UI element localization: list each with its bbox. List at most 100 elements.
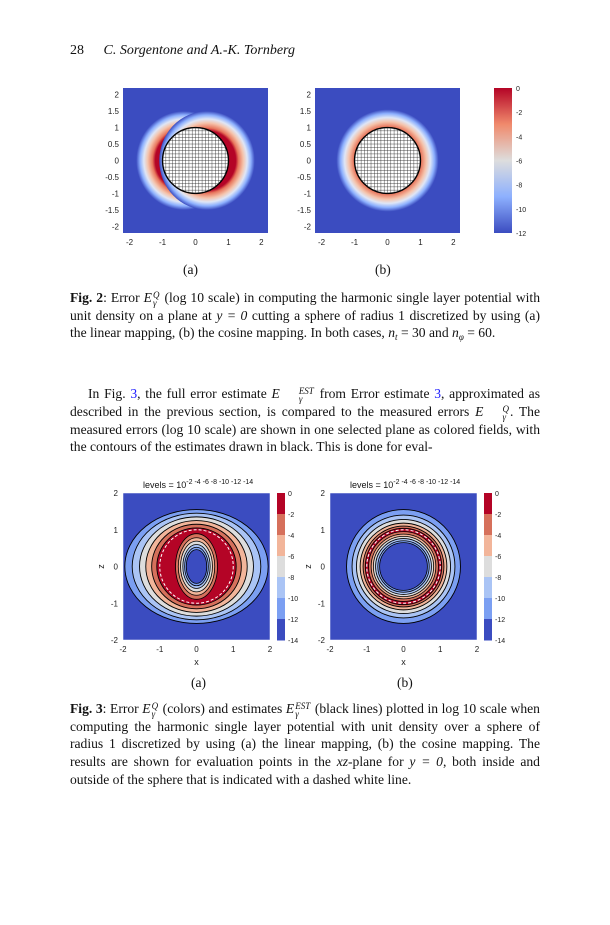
colorbar-tick-label: -12 <box>495 617 505 624</box>
colorbar-tick-label: -10 <box>288 596 298 603</box>
x-tick-label: 2 <box>451 238 456 247</box>
caption-text: = 60. <box>463 325 496 341</box>
colorbar-segment <box>484 619 492 641</box>
math-sub: γ <box>152 297 157 308</box>
error-field <box>346 509 461 624</box>
colorbar-segment <box>484 535 492 557</box>
y-tick-label: -1 <box>112 189 120 198</box>
x-tick-label: -1 <box>159 238 167 247</box>
math-sub: t <box>395 332 398 343</box>
x-tick-label: -2 <box>326 645 334 654</box>
x-tick-label: -2 <box>318 238 326 247</box>
colorbar-tick-label: -6 <box>516 159 522 166</box>
math-sub: γ <box>298 393 303 404</box>
colorbar-segment <box>277 535 285 557</box>
x-tick-label: -2 <box>119 645 127 654</box>
colorbar-tick-label: -2 <box>288 512 294 519</box>
math-sup: Q <box>502 403 509 414</box>
x-tick-label: -2 <box>126 238 134 247</box>
y-tick-label: 2 <box>115 91 120 100</box>
caption-label: Fig. 2 <box>70 290 104 305</box>
y-tick-label: 0 <box>321 563 326 572</box>
y-tick-label: -0.5 <box>297 173 311 182</box>
fig3-panel-b: levels = 10-2 -4 -6 -8 -10 -12 -14 2 1 0 -1 -… <box>303 479 505 667</box>
colorbar-segment <box>484 493 492 515</box>
colorbar-segment <box>277 556 285 578</box>
x-tick-label: 2 <box>259 238 264 247</box>
colorbar-segment <box>484 556 492 578</box>
math-sub: γ <box>295 708 299 719</box>
fig2-panel-b: 2 1.5 1 0.5 0 -0.5 -1 -1.5 -2 -2 -1 0 1 2 <box>297 88 460 247</box>
caption-text: : Error <box>102 701 143 716</box>
estimate-reference-link[interactable]: 3 <box>434 386 442 401</box>
math: n <box>388 325 396 341</box>
x-tick-label: 2 <box>268 645 273 654</box>
page-number: 28 <box>70 43 84 58</box>
y-tick-label: -1.5 <box>105 206 119 215</box>
math-sup: EST <box>295 700 311 711</box>
colorbar-tick-label: -4 <box>495 533 501 540</box>
x-tick-label: 1 <box>418 238 423 247</box>
x-tick-label: 2 <box>475 645 480 654</box>
y-tick-label: -1 <box>318 599 326 608</box>
plot-frame <box>329 492 478 641</box>
text: . The measured errors (log 10 scale) are… <box>70 403 540 455</box>
caption-text: cutting a sphere of radius 1 discretized… <box>70 307 540 341</box>
math-symbol: E <box>285 701 295 716</box>
colorbar-segment <box>277 619 285 641</box>
x-axis-label: x <box>194 657 199 667</box>
caption-text: -plane for <box>348 754 410 770</box>
x-tick-label: -1 <box>156 645 164 654</box>
colorbar-segment <box>484 598 492 620</box>
contour-band <box>379 542 428 591</box>
x-tick-label: 0 <box>385 238 390 247</box>
colorbar-segment <box>277 577 285 599</box>
y-tick-label: -2 <box>318 636 326 645</box>
colorbar-tick-label: -12 <box>516 231 526 238</box>
y-tick-label: 0.5 <box>300 140 312 149</box>
error-field <box>124 509 269 624</box>
caption-text: (log 10 scale) in computing the harmonic… <box>70 290 540 323</box>
y-tick-label: -2 <box>111 636 119 645</box>
math-symbol: E <box>271 386 280 401</box>
caption-text: = 30 and <box>397 325 453 341</box>
running-authors: C. Sorgentone and A.-K. Tornberg <box>103 43 295 58</box>
fig3-sublabel-a: (a) <box>191 675 206 690</box>
plot-frame <box>122 492 271 641</box>
colorbar-tick-label: -4 <box>288 533 294 540</box>
colorbar-tick-label: 0 <box>495 491 499 498</box>
y-tick-label: -1.5 <box>297 206 311 215</box>
math-symbol: E <box>475 403 484 419</box>
x-tick-label: 1 <box>438 645 443 654</box>
colorbar-segment <box>484 577 492 599</box>
x-tick-label: 0 <box>194 645 199 654</box>
fig2-sublabel-b: (b) <box>375 262 391 277</box>
x-tick-label: 0 <box>401 645 406 654</box>
caption-label: Fig. 3 <box>70 701 103 716</box>
math-sup: Q <box>152 289 160 300</box>
contour-band <box>185 549 208 584</box>
colorbar-tick-label: -10 <box>516 207 526 214</box>
caption-text: (black lines) plotted in log 10 scale wh… <box>70 701 540 770</box>
colorbar <box>494 88 512 233</box>
math-symbol: E <box>142 701 151 716</box>
x-tick-label: -1 <box>363 645 371 654</box>
text: , the full error estimate <box>137 386 272 401</box>
fig2-panel-a: 2 1.5 1 0.5 0 -0.5 -1 -1.5 -2 -2 -1 0 1 2 <box>105 88 268 247</box>
math: xz <box>336 754 349 770</box>
body-paragraph: In Fig. 3, the full error estimate E EST γ… <box>70 385 540 456</box>
sphere-outline-dashed <box>366 529 441 604</box>
colorbar-segment <box>277 493 285 515</box>
sphere-mesh <box>162 127 229 194</box>
math: E EST γ <box>271 386 315 404</box>
figure-reference-link[interactable]: 3 <box>130 386 138 401</box>
levels-title: levels = 10-2 -4 -6 -8 -10 -12 -14 <box>143 479 253 490</box>
sphere-mesh <box>354 127 421 194</box>
